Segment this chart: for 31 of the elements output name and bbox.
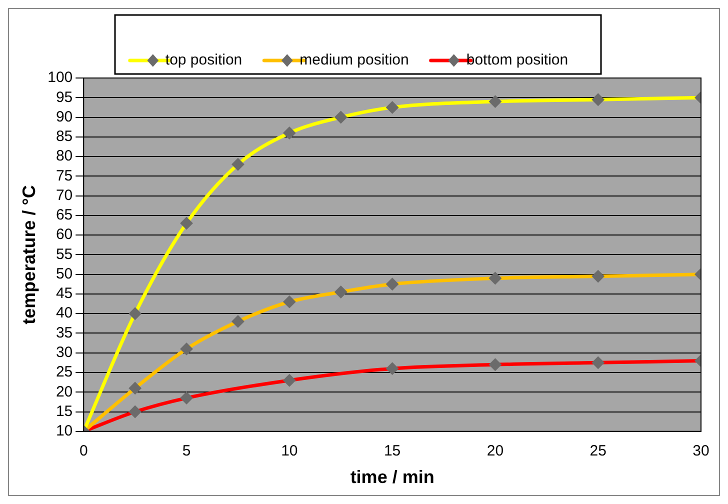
y-tick-label: 80: [56, 148, 73, 165]
y-tick-label: 70: [56, 186, 73, 204]
legend-label: bottom position: [466, 52, 568, 69]
y-tick-label: 95: [56, 88, 73, 106]
x-tick-label: 5: [182, 442, 191, 460]
x-tick-label: 30: [692, 442, 710, 460]
x-axis-title: time / min: [350, 467, 434, 488]
y-tick-label: 60: [56, 226, 73, 244]
y-tick-label: 45: [56, 285, 73, 302]
y-tick-label: 65: [56, 206, 73, 224]
x-tick-label: 20: [486, 442, 504, 460]
x-tick-label: 10: [281, 442, 298, 460]
legend-label: medium position: [300, 52, 409, 69]
y-tick-label: 100: [48, 69, 73, 86]
y-tick-label: 75: [56, 167, 73, 184]
y-tick-label: 30: [56, 344, 73, 362]
x-tick-label: 15: [384, 442, 401, 460]
x-tick-label: 25: [590, 442, 606, 460]
y-tick-label: 90: [56, 108, 73, 126]
y-axis-title: temperature / °C: [18, 185, 39, 324]
y-tick-label: 10: [56, 422, 73, 440]
y-tick-label: 35: [56, 324, 73, 342]
y-tick-label: 85: [56, 128, 73, 146]
y-tick-label: 55: [56, 246, 73, 263]
legend-label: top position: [165, 52, 242, 69]
y-tick-label: 50: [56, 265, 73, 282]
x-tick-label: 0: [79, 442, 88, 460]
y-tick-label: 25: [56, 364, 73, 381]
y-tick-label: 40: [56, 304, 73, 322]
y-tick-label: 15: [56, 402, 73, 420]
y-tick-label: 20: [56, 383, 73, 400]
